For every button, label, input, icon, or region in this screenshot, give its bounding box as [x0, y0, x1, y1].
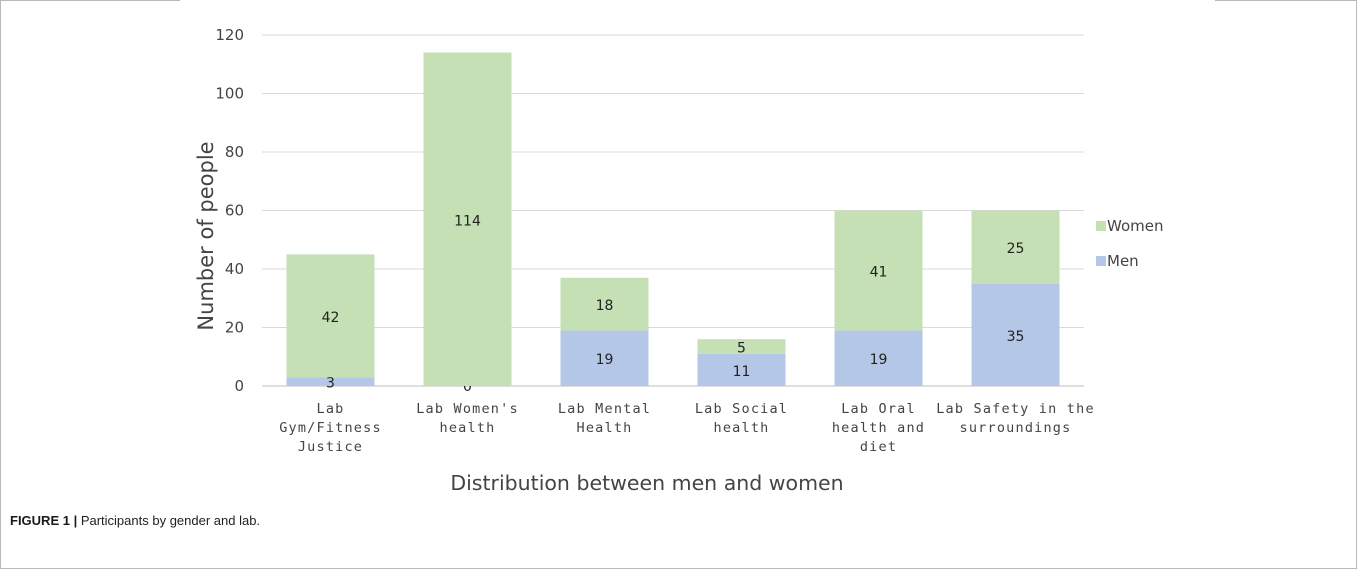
- bar-segment-men: [286, 377, 375, 386]
- bars: 3 42 0 114 19 18 11 5 19 41 35 25: [286, 52, 1060, 395]
- x-tick-label: Lab Oral: [841, 401, 916, 417]
- data-label: 25: [1007, 241, 1025, 257]
- data-label: 19: [596, 352, 614, 368]
- y-axis-ticks: 0 20 40 60 80 100 120: [215, 26, 244, 395]
- caption-label: FIGURE 1 |: [10, 513, 78, 528]
- x-tick-label: Gym/Fitness: [279, 420, 382, 436]
- x-axis-label: Distribution between men and women: [450, 471, 843, 495]
- data-label: 19: [870, 352, 888, 368]
- legend: Women Men: [1096, 217, 1163, 270]
- bar-segment-men: [834, 330, 923, 386]
- data-label: 41: [870, 264, 888, 280]
- x-tick-label: Lab Women's: [416, 401, 519, 417]
- y-tick-label: 60: [225, 202, 244, 220]
- bar-segment-men: [560, 330, 649, 386]
- gridlines: [262, 34, 1084, 387]
- data-label: 114: [454, 213, 481, 229]
- x-tick-label: diet: [860, 439, 897, 455]
- x-tick-label: Lab Social: [695, 401, 788, 417]
- y-tick-label: 120: [215, 26, 244, 44]
- bar-segment-men: [697, 353, 786, 386]
- y-tick-label: 100: [215, 85, 244, 103]
- data-label: 18: [596, 298, 614, 314]
- data-label: 35: [1007, 329, 1025, 345]
- legend-swatch: [1096, 256, 1106, 266]
- x-tick-label: Justice: [298, 439, 363, 455]
- x-tick-label: Lab Mental: [558, 401, 651, 417]
- figure-caption: FIGURE 1 | Participants by gender and la…: [10, 513, 260, 528]
- y-tick-label: 80: [225, 143, 244, 161]
- bar-segment-women: [560, 277, 649, 331]
- bar-segment-women: [423, 52, 512, 387]
- bar-segment-women: [834, 210, 923, 331]
- y-axis-label: Number of people: [194, 141, 218, 330]
- data-label: 42: [322, 310, 340, 326]
- bar-segment-women: [971, 210, 1060, 284]
- x-tick-label: health: [714, 420, 770, 436]
- data-label: 5: [737, 341, 746, 357]
- data-label: 11: [733, 364, 751, 380]
- y-tick-label: 0: [234, 377, 244, 395]
- bar-segment-men: [971, 283, 1060, 386]
- data-label: 3: [326, 376, 335, 392]
- bar-segment-women: [697, 339, 786, 354]
- legend-label: Men: [1107, 252, 1139, 270]
- legend-label: Women: [1107, 217, 1163, 235]
- legend-swatch: [1096, 221, 1106, 231]
- x-tick-label: Lab: [317, 401, 345, 417]
- x-tick-label: surroundings: [960, 420, 1072, 436]
- y-tick-label: 40: [225, 260, 244, 278]
- x-tick-label: Health: [577, 420, 633, 436]
- x-tick-label: Lab Safety in the: [936, 401, 1095, 417]
- y-tick-label: 20: [225, 319, 244, 337]
- bar-segment-women: [286, 254, 375, 378]
- x-tick-label: health and: [832, 420, 925, 436]
- data-label: 0: [463, 379, 472, 395]
- x-tick-label: health: [440, 420, 496, 436]
- x-axis-categories: Lab Gym/Fitness Justice Lab Women's health La…: [279, 401, 1095, 455]
- caption-text: Participants by gender and lab.: [77, 513, 261, 528]
